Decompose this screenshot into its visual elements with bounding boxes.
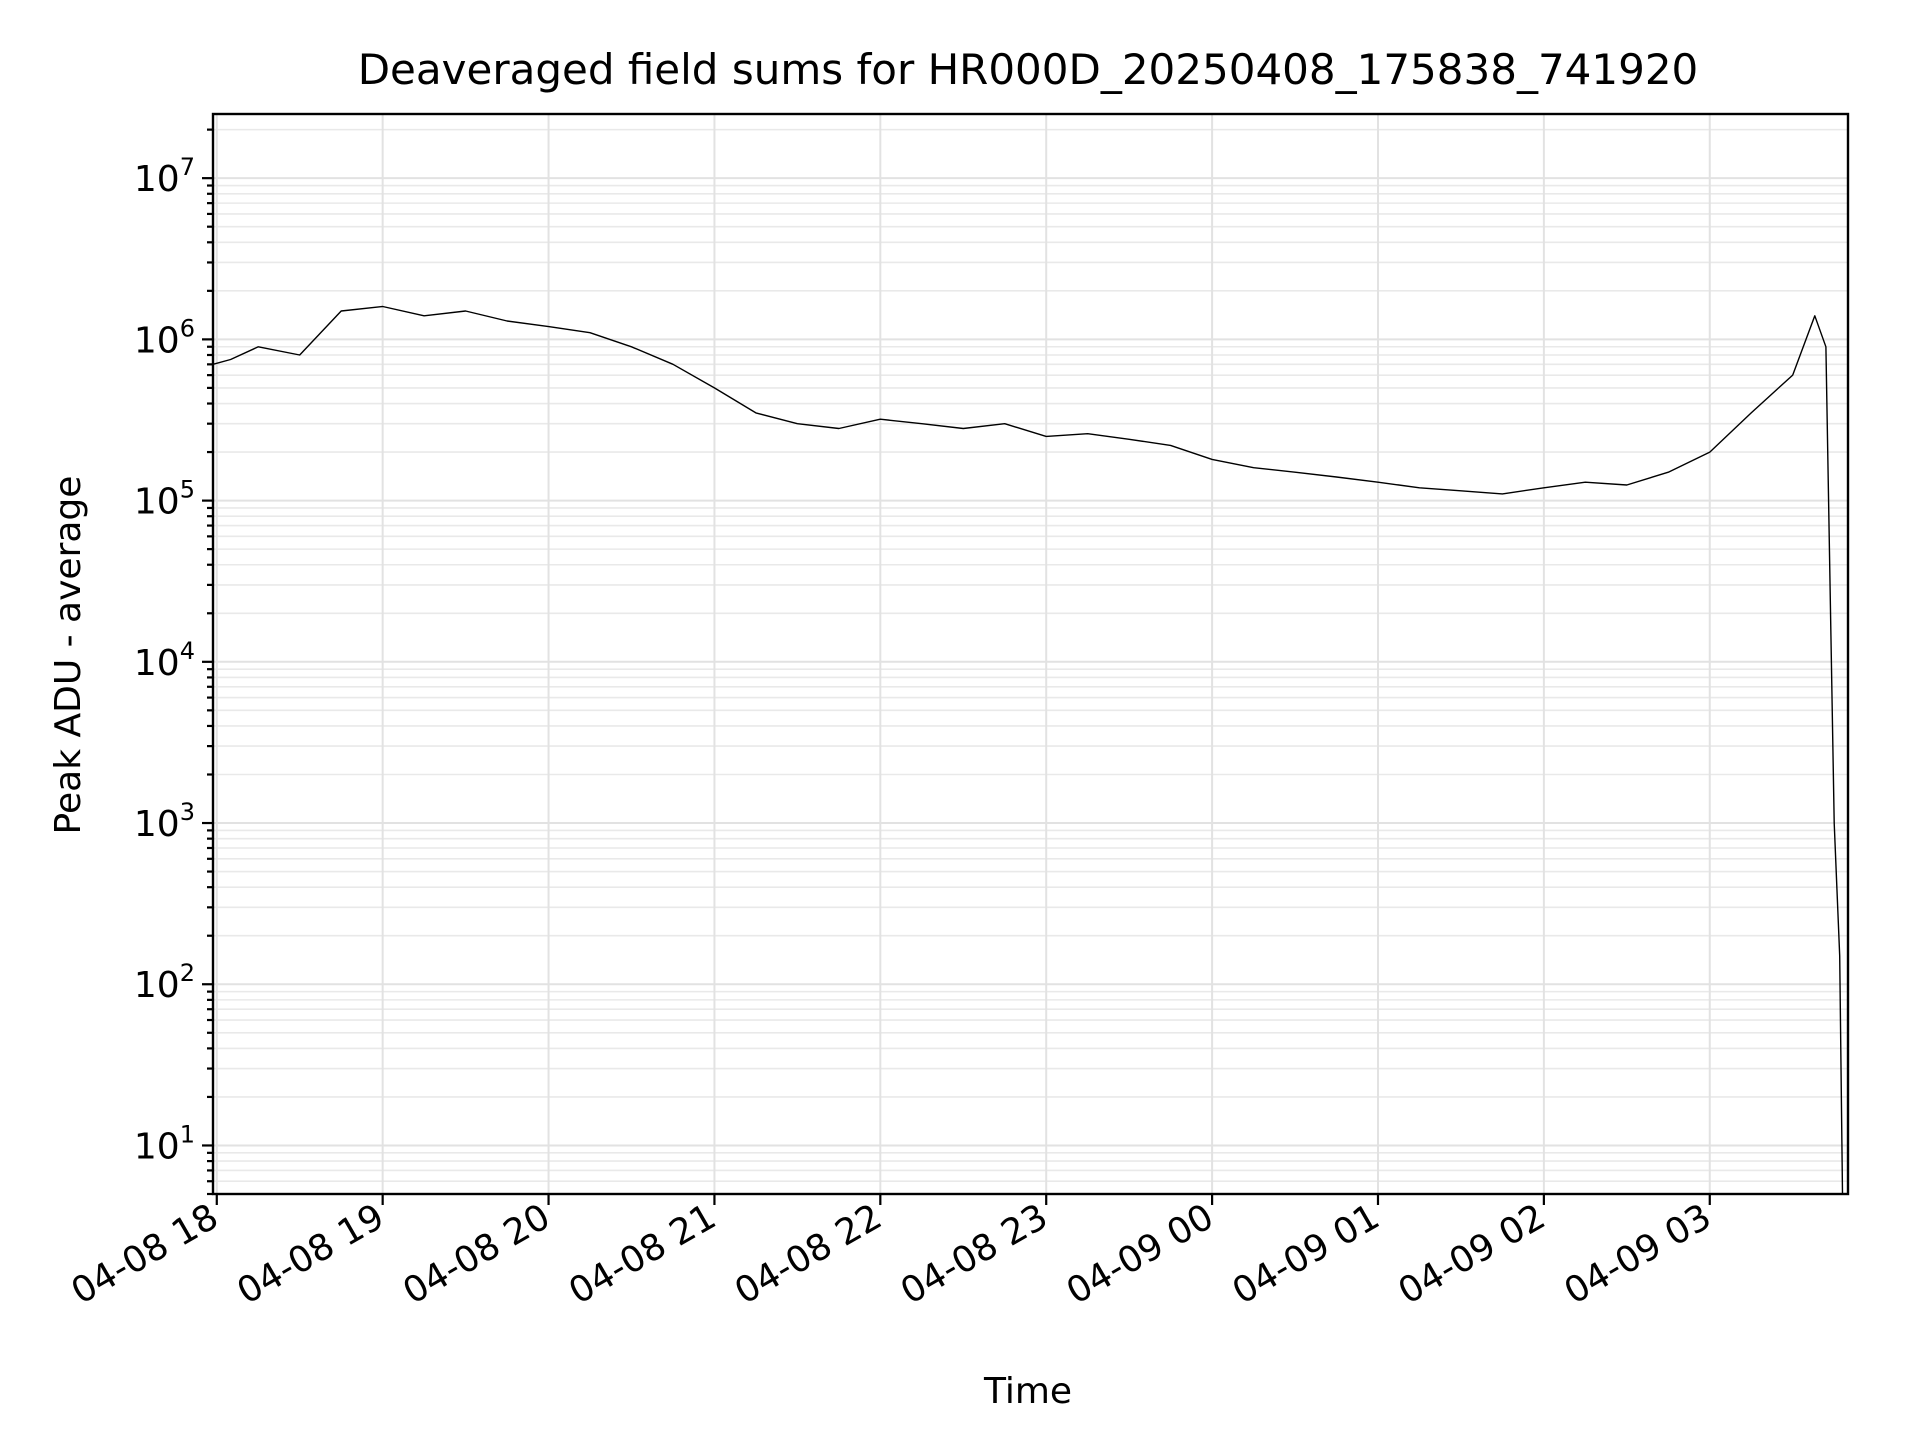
y-axis-label: Peak ADU - average (48, 476, 89, 835)
y-tick-label: 101 (134, 1120, 195, 1167)
y-tick-label: 107 (134, 153, 195, 200)
chart-title: Deaveraged field sums for HR000D_2025040… (358, 45, 1699, 94)
grid-layer (213, 114, 1848, 1195)
y-tick-label: 105 (134, 476, 195, 523)
axes-frame (211, 112, 1850, 1196)
series-layer (212, 305, 1844, 1195)
y-tick-label: 104 (134, 637, 195, 684)
y-tick-label: 106 (134, 314, 195, 361)
y-tick-label: 103 (134, 798, 195, 845)
x-axis-label: Time (983, 1371, 1072, 1412)
y-tick-label: 102 (134, 959, 195, 1006)
series-line (212, 305, 1844, 1195)
